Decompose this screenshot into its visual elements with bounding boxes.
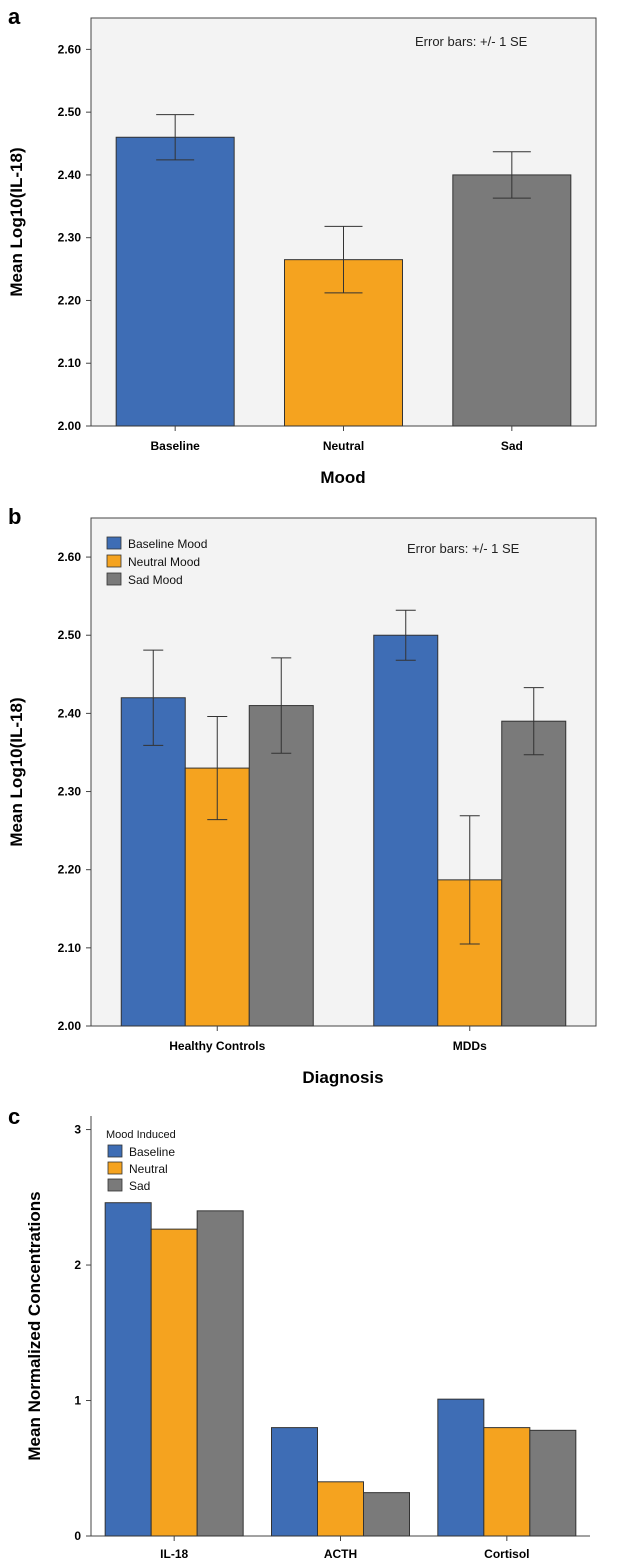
bar-il-18-sad bbox=[196, 1210, 244, 1537]
bar-sad bbox=[452, 174, 572, 427]
bar-il-18-baseline bbox=[104, 1202, 152, 1537]
bar-healthy-controls-baseline-mood bbox=[120, 697, 186, 1027]
legend-label-neutral-mood: Neutral Mood bbox=[128, 555, 200, 569]
bar-baseline bbox=[115, 136, 235, 427]
legend-label-sad: Sad bbox=[129, 1179, 150, 1193]
panel-c-y-ticks: 0 1 2 3 bbox=[74, 1123, 91, 1543]
panel-a-letter: a bbox=[8, 4, 21, 29]
panel-c-legend: Baseline Neutral Sad bbox=[107, 1144, 175, 1193]
panel-a-y-axis-title: Mean Log10(IL-18) bbox=[7, 147, 26, 296]
panel-a-category-neutral: Neutral bbox=[323, 439, 364, 453]
panel-a-category-sad: Sad bbox=[501, 439, 523, 453]
panel-b-category-healthy-controls: Healthy Controls bbox=[169, 1039, 265, 1053]
legend-label-baseline: Baseline bbox=[129, 1145, 175, 1159]
panel-a-y-tick-label-6: 2.60 bbox=[58, 42, 82, 56]
panel-c-category-il-18: IL-18 bbox=[160, 1547, 188, 1561]
panel-a: a Error bars: +/- 1 SE 2.002.102.202.302… bbox=[7, 4, 597, 487]
panel-a-y-tick-label-5: 2.50 bbox=[58, 105, 82, 119]
panel-b-error-note: Error bars: +/- 1 SE bbox=[407, 541, 520, 556]
panel-c-letter: c bbox=[8, 1104, 20, 1129]
panel-a-y-tick-label-2: 2.20 bbox=[58, 293, 82, 307]
panel-c-y-tick-label-2: 2 bbox=[74, 1258, 81, 1272]
panel-a-error-note: Error bars: +/- 1 SE bbox=[415, 34, 528, 49]
panel-b-letter: b bbox=[8, 504, 21, 529]
panel-c: c Mood Induced Baseline Neutral Sad 0 1 2 3 I… bbox=[8, 1104, 590, 1561]
panel-c-categories: IL-18 ACTH Cortisol bbox=[160, 1536, 530, 1561]
panel-c-y-tick-label-3: 3 bbox=[74, 1123, 81, 1137]
legend-swatch-neutral bbox=[107, 1161, 123, 1175]
legend-swatch-sad bbox=[107, 1178, 123, 1192]
panel-b: b Error bars: +/- 1 SE Baseline Mood Neut… bbox=[7, 504, 597, 1087]
legend-swatch-sad-mood bbox=[106, 572, 122, 586]
bar-acth-baseline bbox=[271, 1427, 318, 1537]
panel-a-error-bars bbox=[156, 114, 531, 294]
legend-label-sad-mood: Sad Mood bbox=[128, 573, 183, 587]
panel-b-y-tick-label-6: 2.60 bbox=[58, 550, 82, 564]
panel-c-bars bbox=[104, 1202, 577, 1537]
legend-swatch-neutral-mood bbox=[106, 554, 122, 568]
panel-c-legend-title: Mood Induced bbox=[106, 1129, 176, 1141]
panel-a-categories: Baseline Neutral Sad bbox=[150, 426, 523, 453]
panel-b-y-axis-title: Mean Log10(IL-18) bbox=[7, 697, 26, 846]
legend-label-neutral: Neutral bbox=[129, 1162, 168, 1176]
bar-mdds-baseline-mood bbox=[373, 634, 439, 1027]
panel-b-categories: Healthy Controls MDDs bbox=[169, 1026, 487, 1053]
panel-a-bars bbox=[115, 136, 572, 427]
panel-b-y-tick-label-4: 2.40 bbox=[58, 706, 82, 720]
panel-b-bars bbox=[120, 634, 567, 1027]
panel-b-y-tick-label-2: 2.20 bbox=[58, 863, 82, 877]
legend-swatch-baseline bbox=[107, 1144, 123, 1158]
panel-b-y-tick-label-3: 2.30 bbox=[58, 785, 82, 799]
panel-b-legend: Baseline Mood Neutral Mood Sad Mood bbox=[106, 536, 207, 587]
panel-b-category-mdds: MDDs bbox=[453, 1039, 487, 1053]
panel-b-x-axis-title: Diagnosis bbox=[302, 1068, 383, 1087]
panel-c-category-acth: ACTH bbox=[324, 1547, 357, 1561]
bar-il-18-neutral bbox=[150, 1228, 198, 1537]
panel-a-y-tick-label-0: 2.00 bbox=[58, 419, 82, 433]
bar-acth-neutral bbox=[317, 1481, 364, 1537]
bar-mdds-sad-mood bbox=[501, 720, 567, 1027]
panel-a-category-baseline: Baseline bbox=[150, 439, 200, 453]
bar-cortisol-neutral bbox=[483, 1427, 531, 1537]
panel-c-y-tick-label-1: 1 bbox=[74, 1394, 81, 1408]
panel-a-y-tick-label-4: 2.40 bbox=[58, 168, 82, 182]
panel-a-y-ticks: 2.00 2.10 2.20 2.30 2.40 2.50 2.60 bbox=[58, 42, 91, 433]
panel-a-y-tick-label-3: 2.30 bbox=[58, 231, 82, 245]
bar-healthy-controls-sad-mood bbox=[248, 705, 314, 1027]
panel-c-y-axis-title: Mean Normalized Concentrations bbox=[25, 1191, 44, 1460]
panel-b-error-bars bbox=[143, 609, 544, 945]
panel-c-y-tick-label-0: 0 bbox=[74, 1529, 81, 1543]
bar-acth-sad bbox=[363, 1492, 410, 1537]
legend-label-baseline-mood: Baseline Mood bbox=[128, 537, 207, 551]
bar-cortisol-sad bbox=[529, 1429, 577, 1537]
bar-cortisol-baseline bbox=[437, 1398, 485, 1537]
panel-b-y-tick-label-1: 2.10 bbox=[58, 941, 82, 955]
panel-a-x-axis-title: Mood bbox=[320, 468, 365, 487]
panel-c-category-cortisol: Cortisol bbox=[484, 1547, 529, 1561]
panel-a-y-tick-label-1: 2.10 bbox=[58, 356, 82, 370]
panel-b-y-tick-label-0: 2.00 bbox=[58, 1019, 82, 1033]
panel-b-y-ticks: 2.00 2.10 2.20 2.30 2.40 2.50 2.60 bbox=[58, 550, 91, 1033]
legend-swatch-baseline-mood bbox=[106, 536, 122, 550]
panel-b-y-tick-label-5: 2.50 bbox=[58, 628, 82, 642]
